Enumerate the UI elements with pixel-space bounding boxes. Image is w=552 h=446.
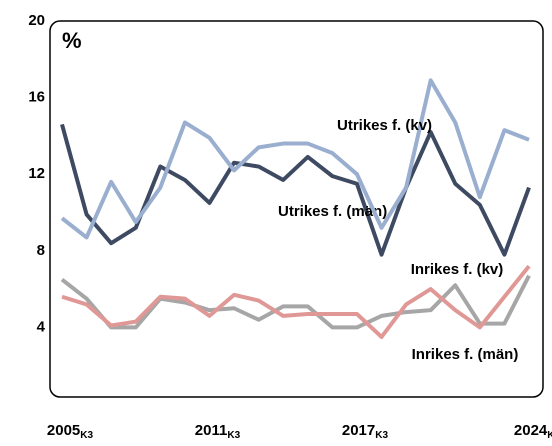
- x-tick-label: 2024K3: [514, 422, 552, 441]
- x-tick-label: 2017K3: [342, 422, 389, 441]
- x-tick-suffix: K3: [227, 430, 240, 441]
- x-tick-suffix: K3: [547, 430, 552, 441]
- series-label: Inrikes f. (kv): [411, 261, 504, 278]
- x-tick-year: 2005: [47, 422, 80, 439]
- y-tick-label: 20: [28, 12, 45, 29]
- x-tick-year: 2017: [342, 422, 375, 439]
- plot-frame: [49, 20, 544, 398]
- series-line: [60, 274, 531, 330]
- x-tick-year: 2011: [195, 422, 228, 439]
- series-label: Utrikes f. (män): [278, 203, 387, 220]
- x-tick-label: 2005K3: [47, 422, 94, 441]
- y-tick-label: 16: [28, 89, 45, 106]
- series-line: [60, 78, 530, 240]
- y-tick-label: 4: [37, 318, 46, 335]
- series-label: Utrikes f. (kv): [337, 117, 432, 134]
- y-tick-label: 8: [37, 242, 45, 259]
- x-tick-suffix: K3: [80, 430, 93, 441]
- unit-label: %: [62, 28, 82, 53]
- y-tick-label: 12: [28, 165, 45, 182]
- x-tick-suffix: K3: [375, 430, 388, 441]
- x-tick-year: 2024: [514, 422, 548, 439]
- series-line: [61, 264, 531, 339]
- x-tick-label: 2011K3: [195, 422, 241, 441]
- series-label: Inrikes f. (män): [412, 346, 519, 363]
